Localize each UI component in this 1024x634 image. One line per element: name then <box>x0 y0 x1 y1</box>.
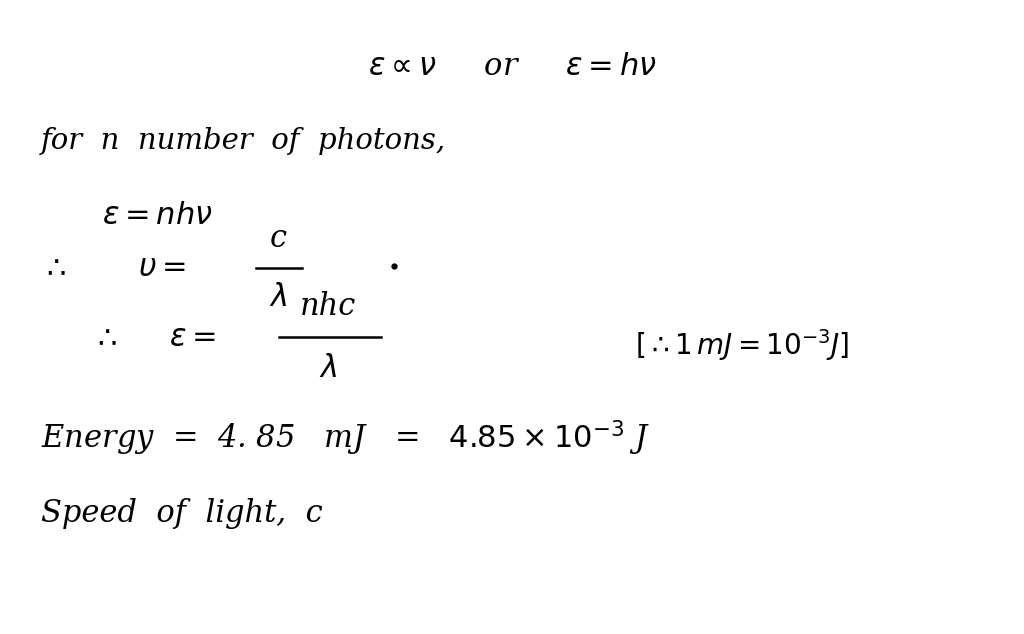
Text: nhc: nhc <box>299 291 356 322</box>
Text: $\lambda$: $\lambda$ <box>269 282 288 313</box>
Text: $\upsilon = $: $\upsilon = $ <box>138 252 186 283</box>
Text: $\therefore$: $\therefore$ <box>41 252 67 283</box>
Text: $[\therefore 1\,mJ = 10^{-3}J]$: $[\therefore 1\,mJ = 10^{-3}J]$ <box>635 328 849 363</box>
Text: c: c <box>270 223 287 254</box>
Text: $\epsilon \propto \nu$     or     $\epsilon = h\nu$: $\epsilon \propto \nu$ or $\epsilon = h\… <box>368 51 656 82</box>
Text: $\lambda$: $\lambda$ <box>318 353 337 384</box>
Text: Speed  of  light,  c: Speed of light, c <box>41 498 323 529</box>
Text: $\epsilon = nh\nu$: $\epsilon = nh\nu$ <box>102 200 213 231</box>
Text: $\therefore$: $\therefore$ <box>92 322 118 353</box>
Text: $\epsilon = $: $\epsilon = $ <box>169 322 216 353</box>
Text: Energy  =  4. 85   mJ   =   $4.85 \times 10^{-3}$ J: Energy = 4. 85 mJ = $4.85 \times 10^{-3}… <box>41 418 650 458</box>
Text: for  n  number  of  photons,: for n number of photons, <box>41 127 446 155</box>
